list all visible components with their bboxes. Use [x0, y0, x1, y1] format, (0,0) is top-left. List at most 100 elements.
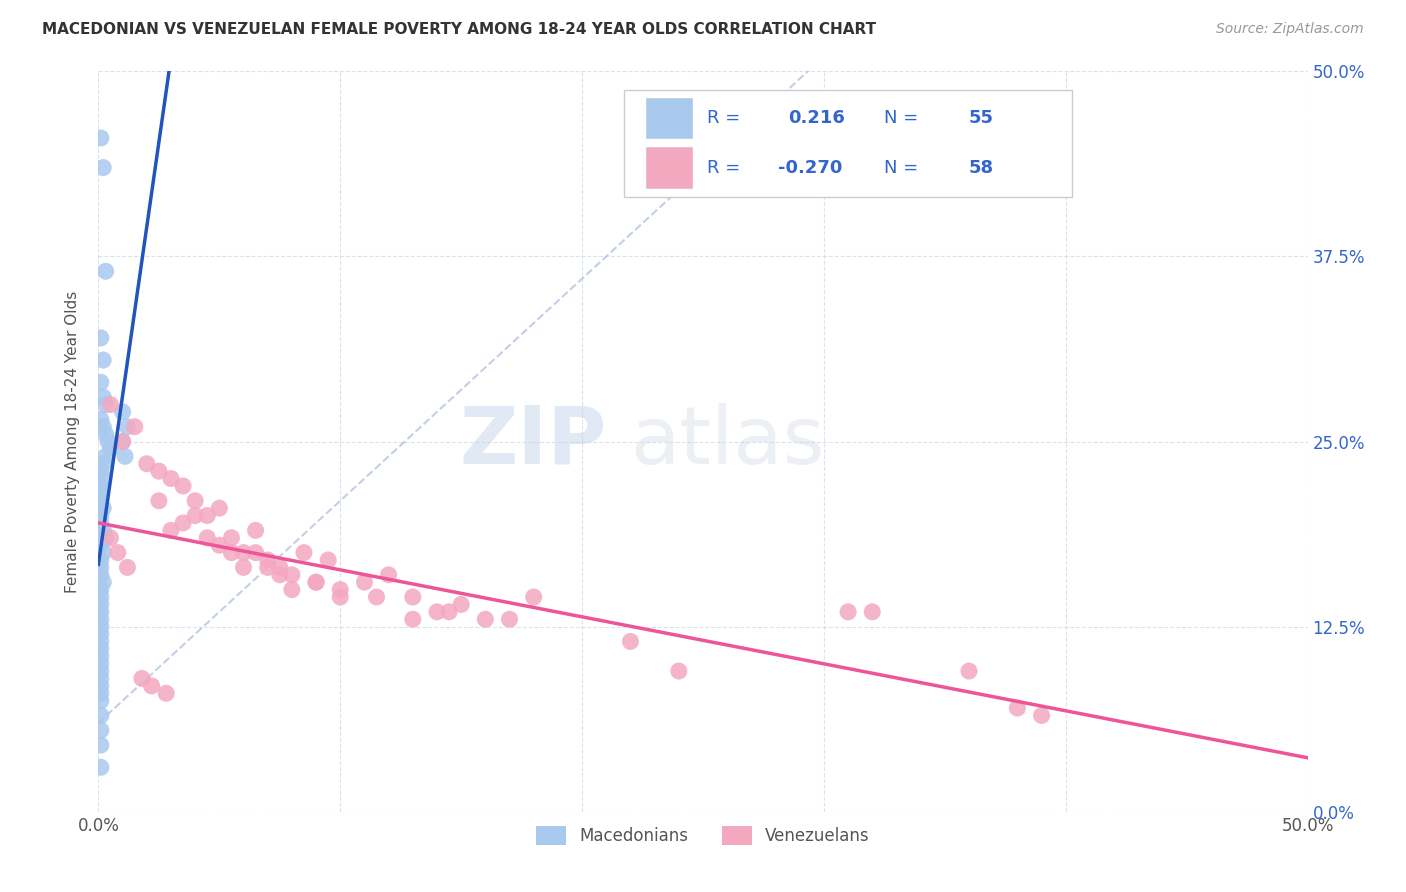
Point [281, 582, 304, 597]
Point [100, 531, 122, 545]
Point [281, 567, 304, 582]
Text: 55: 55 [969, 109, 994, 127]
Point [208, 501, 231, 516]
Point [91, 524, 114, 538]
Point [131, 672, 153, 686]
Point [316, 553, 339, 567]
Text: MACEDONIAN VS VENEZUELAN FEMALE POVERTY AMONG 18-24 YEAR OLDS CORRELATION CHART: MACEDONIAN VS VENEZUELAN FEMALE POVERTY … [42, 22, 876, 37]
Point [94, 398, 117, 412]
Point [160, 524, 183, 538]
Legend: Macedonians, Venezuelans: Macedonians, Venezuelans [530, 819, 876, 852]
Text: -0.270: -0.270 [778, 159, 842, 177]
Point [90, 131, 112, 145]
Point [160, 471, 183, 485]
Point [90, 538, 112, 552]
Point [90, 619, 112, 633]
Point [195, 508, 218, 523]
Point [90, 582, 112, 597]
Point [305, 575, 328, 590]
Point [100, 398, 122, 412]
Point [221, 531, 243, 545]
Point [91, 353, 114, 368]
Point [90, 560, 112, 574]
Point [90, 516, 112, 530]
Point [91, 419, 114, 434]
Point [437, 605, 460, 619]
Point [100, 442, 122, 456]
Point [90, 412, 112, 426]
Point [957, 664, 980, 678]
Point [498, 612, 520, 626]
Point [148, 493, 170, 508]
Point [90, 672, 112, 686]
Text: R =: R = [707, 159, 745, 177]
Point [90, 694, 112, 708]
Text: N =: N = [884, 109, 924, 127]
Point [97, 434, 120, 449]
Point [90, 649, 112, 664]
Point [94, 264, 117, 278]
Point [90, 508, 112, 523]
Point [111, 434, 134, 449]
Point [1007, 701, 1029, 715]
Point [91, 546, 114, 560]
Point [90, 627, 112, 641]
Point [155, 686, 177, 700]
Point [668, 664, 690, 678]
Point [90, 590, 112, 604]
Point [329, 582, 352, 597]
Point [195, 531, 218, 545]
Point [860, 605, 883, 619]
Point [245, 524, 267, 538]
Point [90, 686, 112, 700]
Point [90, 708, 112, 723]
Text: R =: R = [707, 109, 745, 127]
Point [135, 457, 157, 471]
Text: Source: ZipAtlas.com: Source: ZipAtlas.com [1216, 22, 1364, 37]
Point [90, 723, 112, 738]
Point [269, 560, 291, 574]
Point [90, 567, 112, 582]
Point [90, 657, 112, 671]
Point [232, 546, 254, 560]
Point [619, 634, 641, 648]
Point [94, 427, 117, 442]
Point [90, 493, 112, 508]
Point [1031, 708, 1053, 723]
Point [353, 575, 375, 590]
Point [523, 590, 546, 604]
Point [366, 590, 388, 604]
Point [90, 634, 112, 648]
Point [91, 471, 114, 485]
Point [377, 567, 399, 582]
Point [245, 546, 267, 560]
Point [91, 457, 114, 471]
Point [402, 612, 425, 626]
Point [91, 501, 114, 516]
Point [402, 590, 425, 604]
Point [90, 679, 112, 693]
Point [184, 493, 207, 508]
Point [117, 419, 139, 434]
Text: 58: 58 [969, 159, 994, 177]
Point [837, 605, 859, 619]
Point [256, 560, 278, 574]
Text: ZIP: ZIP [458, 402, 606, 481]
FancyBboxPatch shape [647, 97, 692, 138]
Point [172, 516, 194, 530]
Point [256, 553, 278, 567]
Point [117, 560, 139, 574]
Point [305, 575, 328, 590]
Point [450, 598, 472, 612]
Point [90, 738, 112, 752]
Point [329, 590, 352, 604]
Text: atlas: atlas [630, 402, 825, 481]
Point [90, 331, 112, 345]
Point [90, 553, 112, 567]
Point [232, 560, 254, 574]
Point [90, 479, 112, 493]
Point [208, 538, 231, 552]
Point [269, 567, 291, 582]
Point [124, 419, 146, 434]
Y-axis label: Female Poverty Among 18-24 Year Olds: Female Poverty Among 18-24 Year Olds [65, 291, 80, 592]
